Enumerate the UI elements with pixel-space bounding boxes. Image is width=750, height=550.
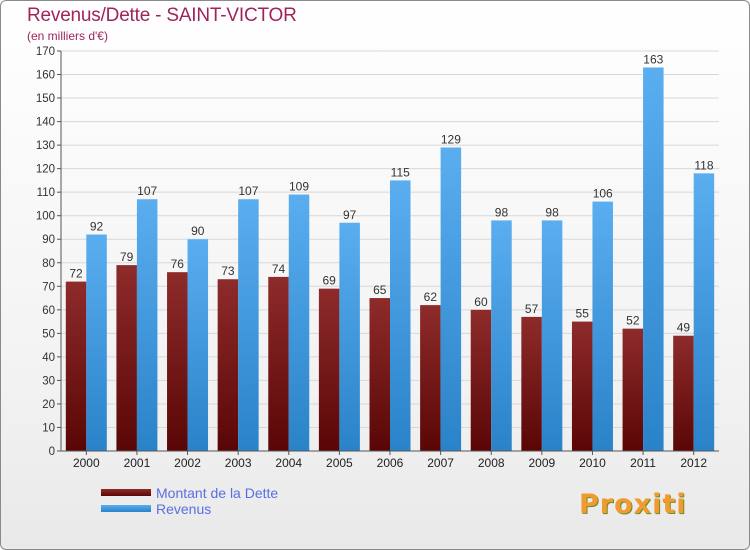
bar-revenus: [643, 67, 664, 452]
value-label-dette: 65: [373, 283, 387, 297]
bar-dette: [470, 309, 492, 451]
y-tick-label: 120: [36, 164, 55, 176]
x-tick-label: 2012: [680, 456, 707, 470]
bar-revenus: [86, 234, 107, 451]
value-label-revenus: 107: [238, 184, 258, 198]
x-tick-label: 2002: [174, 456, 201, 470]
y-tick-label: 130: [36, 140, 55, 152]
bar-revenus: [440, 147, 462, 451]
bar-revenus: [288, 194, 310, 451]
x-tick-label: 2011: [630, 456, 656, 470]
bar-dette: [622, 328, 644, 451]
x-tick-label: 2006: [377, 456, 404, 470]
legend-swatch-revenue: [101, 505, 151, 512]
value-label-revenus: 92: [90, 220, 104, 234]
bar-revenus: [390, 180, 411, 452]
x-tick-label: 2001: [124, 456, 151, 470]
y-tick-label: 90: [42, 234, 55, 246]
value-label-dette: 74: [272, 262, 286, 276]
value-label-dette: 62: [424, 290, 438, 304]
value-label-revenus: 107: [137, 184, 157, 198]
y-tick-label: 30: [42, 375, 55, 387]
x-tick-label: 2005: [326, 456, 353, 470]
bar-dette: [420, 305, 441, 451]
y-tick-label: 0: [49, 446, 55, 458]
y-tick-label: 20: [42, 399, 55, 411]
bar-revenus: [136, 199, 158, 451]
y-tick-label: 70: [42, 281, 55, 293]
bar-revenus: [541, 220, 563, 451]
bar-dette: [167, 272, 188, 451]
value-label-dette: 76: [171, 257, 185, 271]
value-label-dette: 79: [120, 250, 134, 264]
y-tick-label: 50: [42, 328, 55, 340]
value-label-dette: 73: [221, 264, 235, 278]
value-label-dette: 49: [677, 321, 691, 335]
bar-dette: [318, 288, 340, 451]
x-tick-label: 2003: [225, 456, 252, 470]
chart-subtitle: (en milliers d'€): [27, 29, 108, 43]
y-tick-label: 150: [36, 93, 55, 105]
bar-revenus: [491, 220, 512, 451]
bar-dette: [116, 265, 137, 451]
legend-swatch-debt: [101, 489, 151, 496]
bar-revenus: [238, 199, 259, 451]
value-label-dette: 57: [525, 302, 539, 316]
bar-dette: [571, 321, 593, 451]
bar-dette: [65, 281, 87, 451]
value-label-revenus: 98: [495, 205, 509, 219]
proxiti-logo: Proxiti: [579, 489, 687, 520]
x-tick-label: 2010: [579, 456, 606, 470]
x-tick-label: 2008: [478, 456, 505, 470]
value-label-dette: 72: [69, 267, 83, 281]
x-tick-label: 2004: [275, 456, 302, 470]
value-label-revenus: 97: [343, 208, 357, 222]
value-label-revenus: 115: [391, 165, 410, 179]
y-tick-label: 140: [36, 117, 55, 129]
chart-title: Revenus/Dette - SAINT-VICTOR: [27, 5, 297, 26]
bar-dette: [217, 279, 239, 451]
bar-revenus: [187, 239, 209, 451]
y-tick-label: 170: [36, 46, 55, 58]
y-tick-label: 110: [37, 187, 55, 199]
value-label-dette: 69: [322, 274, 336, 288]
bar-dette: [268, 276, 289, 451]
value-label-dette: 60: [474, 295, 488, 309]
value-label-revenus: 90: [191, 224, 205, 238]
y-tick-label: 40: [42, 352, 55, 364]
value-label-revenus: 98: [545, 205, 559, 219]
value-label-dette: 52: [626, 314, 640, 328]
y-tick-label: 80: [42, 258, 55, 270]
y-tick-label: 10: [42, 422, 55, 434]
bar-revenus: [693, 173, 715, 451]
value-label-revenus: 129: [441, 132, 461, 146]
legend-label-debt: Montant de la Dette: [156, 485, 279, 501]
bar-revenus: [592, 201, 613, 451]
bar-dette: [521, 316, 542, 451]
value-label-revenus: 106: [593, 187, 613, 201]
x-tick-label: 2007: [427, 456, 454, 470]
value-label-revenus: 163: [643, 52, 663, 66]
bar-dette: [673, 335, 694, 451]
y-tick-label: 60: [42, 305, 55, 317]
legend-label-revenue: Revenus: [156, 501, 212, 517]
value-label-revenus: 118: [694, 158, 713, 172]
value-label-revenus: 109: [289, 180, 309, 194]
x-tick-label: 2009: [528, 456, 555, 470]
x-tick-label: 2000: [73, 456, 100, 470]
y-tick-label: 160: [36, 70, 55, 82]
bar-dette: [369, 298, 390, 451]
y-tick-label: 100: [36, 211, 55, 223]
value-label-dette: 55: [576, 307, 590, 321]
bar-revenus: [339, 222, 360, 451]
